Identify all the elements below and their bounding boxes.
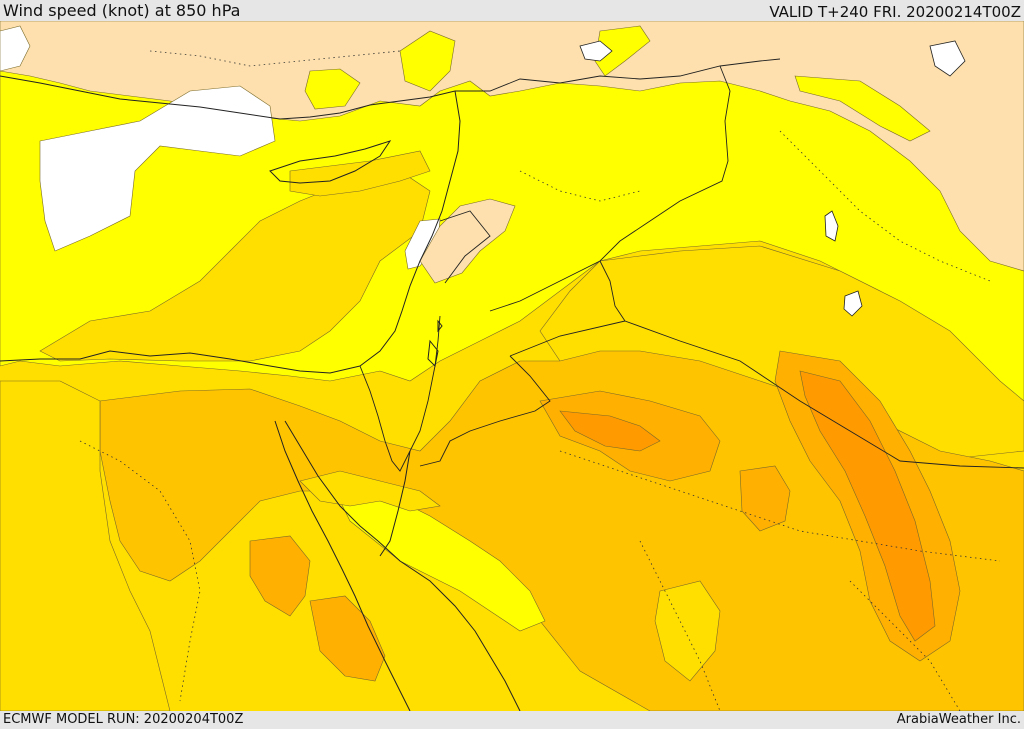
lakes — [579, 40, 966, 317]
coast-levant — [359, 90, 461, 367]
wind-speed-map — [0, 21, 1024, 711]
lobe-gold-s1 — [0, 380, 171, 711]
admin-line-1 — [79, 440, 201, 702]
zone-orange-3 — [249, 535, 311, 617]
lobe-gold-1 — [39, 170, 431, 362]
admin-line-6 — [149, 50, 401, 67]
border-turkey-syria — [455, 58, 781, 92]
borders — [359, 58, 1024, 472]
coastlines — [0, 75, 521, 711]
zone-orange-dark — [799, 370, 936, 642]
border-egypt-israel — [359, 365, 411, 472]
border-jordan-s — [419, 355, 551, 467]
patch-yellow-n1 — [399, 30, 456, 92]
header-bar: Wind speed (knot) at 850 hPa VALID T+240… — [0, 0, 1024, 21]
coast-turkey-south — [0, 75, 456, 120]
coast-suez-gulf-w — [274, 420, 411, 711]
lake-assad — [579, 40, 613, 62]
admin-line-5 — [519, 170, 641, 202]
model-run: ECMWF MODEL RUN: 20200204T00Z — [3, 712, 244, 727]
lobe-gold-3 — [289, 150, 431, 197]
coast-galilee — [437, 319, 443, 333]
lake-tharthar — [824, 210, 839, 242]
zone-orange-light — [99, 350, 1024, 711]
zone-orange-4 — [309, 595, 386, 682]
coast-aqaba — [379, 450, 411, 557]
patch-yellow-n3 — [794, 75, 931, 142]
admin-line-2 — [559, 450, 1001, 562]
patch-yellow-n4 — [304, 68, 361, 110]
border-lebanon-syria — [439, 210, 491, 284]
lobe-gold-s2 — [654, 580, 721, 682]
coast-suez-gulf-e — [284, 420, 379, 542]
zone-calm-med — [39, 85, 276, 252]
zone-pale-north — [0, 21, 1024, 272]
lake-habbaniyah — [843, 290, 863, 317]
map-title: Wind speed (knot) at 850 hPa — [3, 1, 241, 20]
lake-van — [929, 40, 966, 77]
zone-calm-nw — [0, 25, 31, 72]
coast-redsea-east — [377, 540, 521, 711]
tongue-gold-redsea — [299, 470, 441, 512]
border-iraq-jordan-saudi — [599, 260, 1024, 469]
footer-bar: ECMWF MODEL RUN: 20200204T00Z ArabiaWeat… — [0, 711, 1024, 729]
border-syria-iraq — [489, 65, 731, 312]
border-israel-jordan — [409, 315, 441, 452]
coast-egypt-north — [0, 350, 361, 374]
coast-cyprus — [269, 140, 392, 184]
admin-lines — [79, 50, 1001, 711]
valid-time: VALID T+240 FRI. 20200214T00Z — [769, 3, 1021, 21]
zone-orange-5 — [739, 465, 791, 532]
patch-yellow-n2 — [594, 25, 651, 77]
credit: ArabiaWeather Inc. — [896, 712, 1021, 727]
zone-orange-dark-2 — [559, 410, 661, 452]
border-jordan-saudi — [509, 320, 626, 357]
